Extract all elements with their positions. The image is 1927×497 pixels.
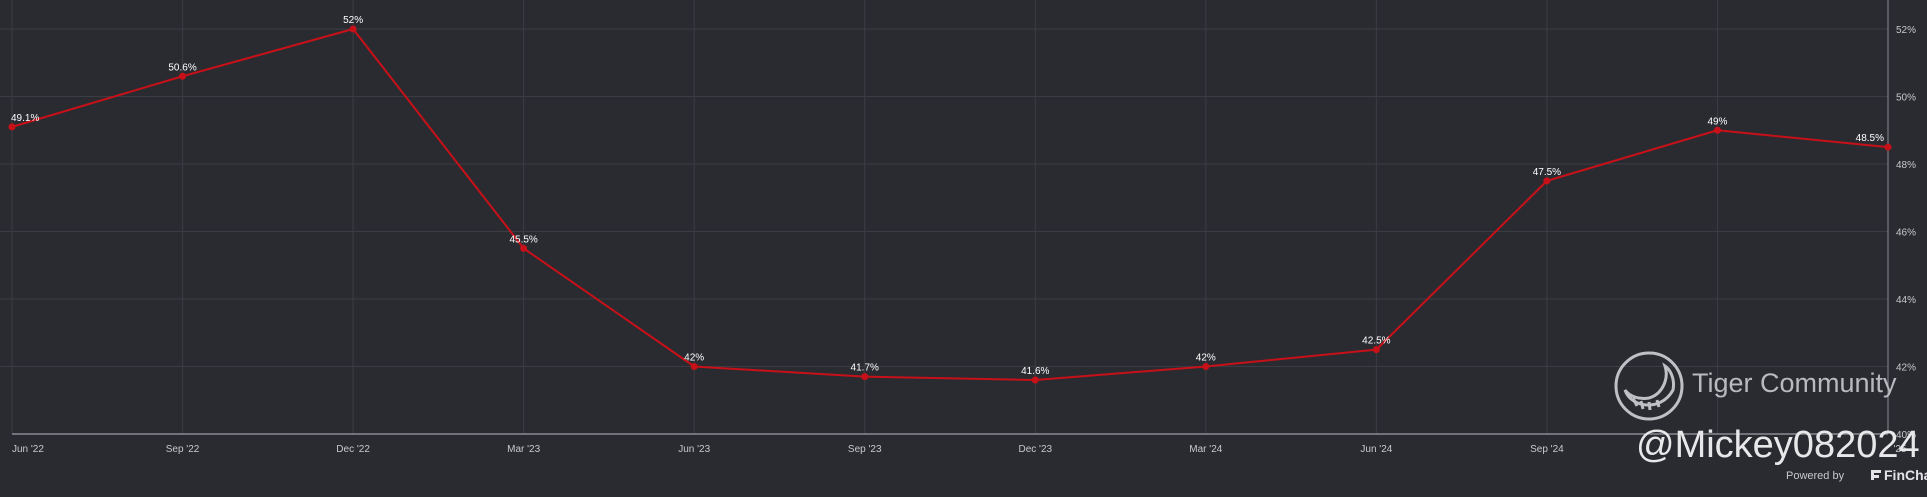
data-point xyxy=(520,244,528,252)
x-tick-label: Mar '24 xyxy=(1189,444,1222,455)
data-label: 42% xyxy=(684,353,704,364)
data-point xyxy=(1713,126,1721,134)
data-point xyxy=(8,123,16,131)
data-label: 45.5% xyxy=(509,234,537,245)
data-point xyxy=(861,373,869,381)
data-point xyxy=(1031,376,1039,384)
data-label: 42.5% xyxy=(1362,336,1390,347)
data-label: 49% xyxy=(1707,116,1727,127)
finchat-logo-icon xyxy=(1871,470,1881,480)
x-tick-label: '25 xyxy=(1893,444,1906,455)
grid xyxy=(0,0,1889,434)
y-tick-label: 46% xyxy=(1896,228,1916,239)
data-point xyxy=(1543,177,1551,185)
data-labels: 49.1% 50.6% 52% 45.5% 42% 41.7% 41.6% 42% 42.5% 4… xyxy=(11,15,1884,377)
data-label: 50.6% xyxy=(168,62,196,73)
watermark-handle: @Mickey082024 xyxy=(1636,424,1920,466)
x-tick-label: Sep '23 xyxy=(848,444,882,455)
y-tick-label: 50% xyxy=(1896,93,1916,104)
data-label: 42% xyxy=(1196,353,1216,364)
axes: 40% 42% 44% 46% 48% 50% 52% Jun '22 Sep '22 Dec '… xyxy=(12,0,1916,455)
data-point xyxy=(1202,363,1210,370)
data-point xyxy=(1372,346,1380,354)
x-tick-label: Jun '23 xyxy=(678,444,710,455)
data-point xyxy=(1884,143,1892,151)
data-point xyxy=(690,363,698,370)
data-label: 52% xyxy=(343,15,363,26)
y-tick-label: 48% xyxy=(1896,160,1916,171)
powered-by-text: Powered by xyxy=(1786,470,1845,482)
y-tick-label: 42% xyxy=(1896,363,1916,374)
finchat-brand: FinChat xyxy=(1884,467,1927,483)
series-line xyxy=(11,28,1889,381)
y-tick-label: 52% xyxy=(1896,25,1916,36)
data-label: 49.1% xyxy=(11,113,39,124)
y-tick-label: 40% xyxy=(1896,430,1916,441)
x-tick-label: Mar '23 xyxy=(507,444,540,455)
tiger-logo-icon xyxy=(1614,351,1684,421)
x-tick-label: Dec '23 xyxy=(1018,444,1052,455)
x-tick-label: Dec '22 xyxy=(336,444,370,455)
x-tick-label: Jun '24 xyxy=(1360,444,1392,455)
series xyxy=(8,25,1892,384)
data-point xyxy=(349,25,357,33)
x-tick-label: Sep '22 xyxy=(166,444,200,455)
data-label: 47.5% xyxy=(1533,167,1561,178)
data-label: 41.7% xyxy=(851,363,879,374)
data-label: 41.6% xyxy=(1021,366,1049,377)
data-label: 48.5% xyxy=(1856,133,1884,144)
y-tick-label: 44% xyxy=(1896,295,1916,306)
x-tick-label: Sep '24 xyxy=(1530,444,1564,455)
data-point xyxy=(179,72,187,80)
x-tick-label: Jun '22 xyxy=(12,444,44,455)
watermark-community: Tiger Community xyxy=(1692,368,1897,398)
